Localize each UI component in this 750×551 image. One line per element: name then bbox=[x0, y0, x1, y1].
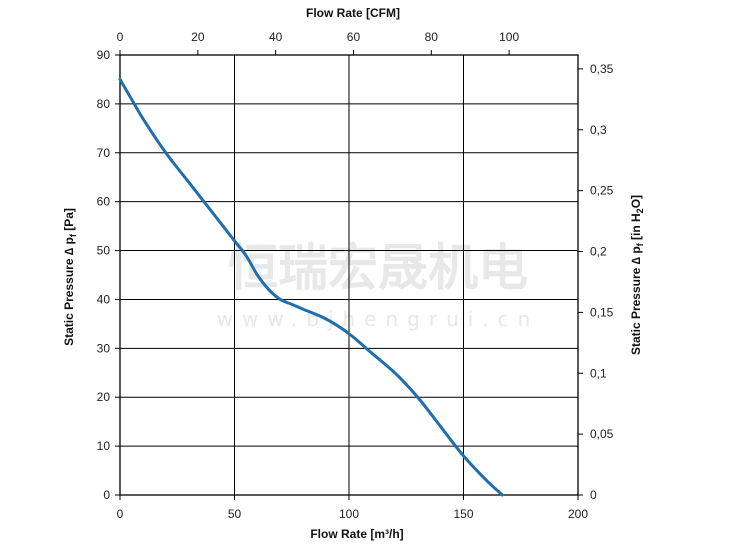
x-bottom-tick-label: 0 bbox=[117, 507, 124, 521]
y-right-tick-label: 0,05 bbox=[590, 427, 614, 441]
y-left-tick-label: 50 bbox=[97, 244, 111, 258]
y-left-tick-label: 40 bbox=[97, 292, 111, 306]
y-right-tick-label: 0,15 bbox=[590, 305, 614, 319]
watermark-url: www.bjhengrui.cn bbox=[217, 307, 540, 331]
y-axis-right-title: Static Pressure ∆ pf [in H2O] bbox=[629, 195, 645, 355]
x-top-tick-label: 80 bbox=[425, 30, 439, 44]
x-axis-top-title: Flow Rate [CFM] bbox=[306, 6, 400, 20]
x-top-tick-label: 60 bbox=[347, 30, 361, 44]
grid-lines bbox=[120, 55, 578, 495]
watermark: 恒瑞宏晟机电 www.bjhengrui.cn bbox=[217, 239, 540, 331]
y-right-tick-label: 0,3 bbox=[590, 123, 607, 137]
x-bottom-tick-label: 50 bbox=[228, 507, 242, 521]
x-top-tick-label: 100 bbox=[499, 30, 519, 44]
y-left-tick-label: 60 bbox=[97, 195, 111, 209]
y-right-tick-label: 0,35 bbox=[590, 62, 614, 76]
x-top-tick-label: 20 bbox=[191, 30, 205, 44]
y-right-tick-label: 0,1 bbox=[590, 366, 607, 380]
y-left-tick-label: 0 bbox=[103, 488, 110, 502]
x-top-tick-label: 40 bbox=[269, 30, 283, 44]
y-axis-left-title: Static Pressure ∆ pf [Pa] bbox=[62, 208, 78, 346]
x-top-tick-label: 0 bbox=[117, 30, 124, 44]
y-left-tick-label: 70 bbox=[97, 146, 111, 160]
data-series bbox=[118, 77, 504, 497]
y-left-tick-label: 30 bbox=[97, 341, 111, 355]
x-bottom-tick-label: 150 bbox=[453, 507, 473, 521]
y-left-tick-label: 10 bbox=[97, 439, 111, 453]
y-right-tick-label: 0,2 bbox=[590, 245, 607, 259]
x-bottom-tick-label: 100 bbox=[339, 507, 359, 521]
watermark-main: 恒瑞宏晟机电 bbox=[228, 239, 528, 297]
x-axis-bottom-title: Flow Rate [m³/h] bbox=[310, 527, 403, 541]
y-left-tick-label: 20 bbox=[97, 390, 111, 404]
tick-marks bbox=[115, 50, 583, 500]
x-bottom-tick-label: 200 bbox=[568, 507, 588, 521]
series-line bbox=[118, 77, 504, 497]
y-right-tick-label: 0,25 bbox=[590, 184, 614, 198]
y-right-tick-label: 0 bbox=[590, 488, 597, 502]
y-left-tick-label: 90 bbox=[97, 48, 111, 62]
y-left-tick-label: 80 bbox=[97, 97, 111, 111]
